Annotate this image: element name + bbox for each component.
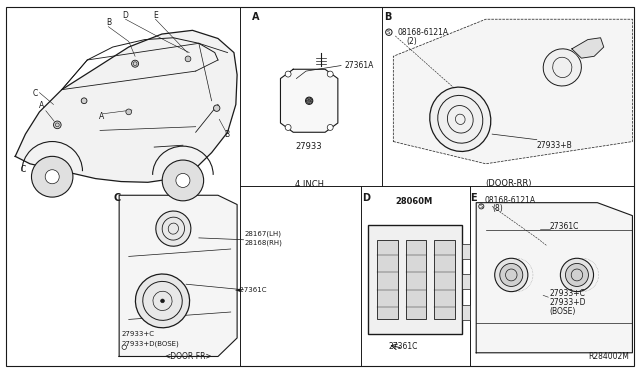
Text: 27933+C: 27933+C (550, 289, 586, 298)
Ellipse shape (429, 87, 491, 151)
Ellipse shape (156, 211, 191, 246)
Ellipse shape (31, 156, 73, 197)
Circle shape (54, 121, 61, 129)
Bar (462, 305, 470, 320)
Text: (8): (8) (492, 204, 503, 213)
Text: 28168(RH): 28168(RH) (244, 239, 283, 246)
Bar (434, 240, 454, 319)
Text: S: S (387, 30, 390, 35)
Text: (2): (2) (406, 37, 417, 46)
Circle shape (81, 98, 87, 104)
Ellipse shape (566, 263, 588, 286)
Circle shape (122, 345, 127, 349)
Circle shape (176, 173, 190, 187)
Bar (462, 244, 470, 259)
Bar (406, 240, 426, 319)
Text: E: E (153, 11, 158, 20)
Polygon shape (280, 69, 338, 132)
Ellipse shape (500, 263, 523, 286)
Circle shape (126, 109, 132, 115)
Polygon shape (572, 38, 604, 58)
Text: 4 INCH: 4 INCH (294, 180, 324, 189)
Polygon shape (394, 19, 632, 164)
Text: B: B (384, 12, 391, 22)
Circle shape (161, 299, 164, 303)
Text: 27933: 27933 (296, 141, 323, 151)
Text: D: D (123, 11, 129, 20)
Text: 27933+D: 27933+D (550, 298, 586, 307)
Text: A: A (99, 112, 104, 121)
Bar (368, 225, 462, 334)
Text: 27933+D(BOSE): 27933+D(BOSE) (121, 340, 179, 347)
Ellipse shape (136, 274, 189, 328)
Circle shape (185, 56, 191, 62)
Text: C: C (33, 89, 38, 98)
Text: A: A (252, 12, 259, 22)
Text: S: S (480, 204, 483, 209)
Text: (DOOR-RR): (DOOR-RR) (485, 179, 531, 188)
Circle shape (285, 71, 291, 77)
Polygon shape (15, 31, 237, 182)
Text: A: A (39, 101, 45, 110)
Text: R284002M: R284002M (588, 352, 629, 361)
Text: 27361C: 27361C (550, 222, 579, 231)
Text: 27361A: 27361A (344, 61, 374, 70)
Ellipse shape (495, 258, 528, 292)
Ellipse shape (162, 160, 204, 201)
Circle shape (214, 105, 220, 111)
Text: D: D (362, 193, 370, 203)
Circle shape (386, 29, 392, 35)
Bar (462, 275, 470, 289)
Text: B: B (106, 19, 111, 28)
Text: E: E (470, 193, 477, 203)
Text: (BOSE): (BOSE) (550, 307, 576, 316)
Text: 28167(LH): 28167(LH) (244, 231, 282, 237)
Text: 27361C: 27361C (388, 341, 417, 351)
Circle shape (132, 60, 139, 67)
Circle shape (479, 204, 484, 209)
Text: 27933+C: 27933+C (121, 331, 154, 337)
Circle shape (327, 125, 333, 131)
Circle shape (327, 71, 333, 77)
Text: 28060M: 28060M (396, 197, 433, 206)
Text: <DOOR-FR>: <DOOR-FR> (164, 352, 212, 361)
Text: 08168-6121A: 08168-6121A (398, 28, 449, 37)
Text: ◄27361C: ◄27361C (235, 287, 267, 293)
Text: 27933+B: 27933+B (537, 141, 573, 150)
Text: B: B (225, 129, 230, 139)
Polygon shape (119, 195, 237, 356)
Text: C: C (113, 193, 121, 203)
Text: C: C (20, 165, 26, 174)
Bar (377, 240, 398, 319)
Circle shape (45, 170, 60, 184)
Ellipse shape (543, 49, 581, 86)
Polygon shape (476, 203, 632, 353)
Circle shape (285, 125, 291, 131)
Text: 08168-6121A: 08168-6121A (484, 196, 536, 205)
Ellipse shape (561, 258, 593, 292)
